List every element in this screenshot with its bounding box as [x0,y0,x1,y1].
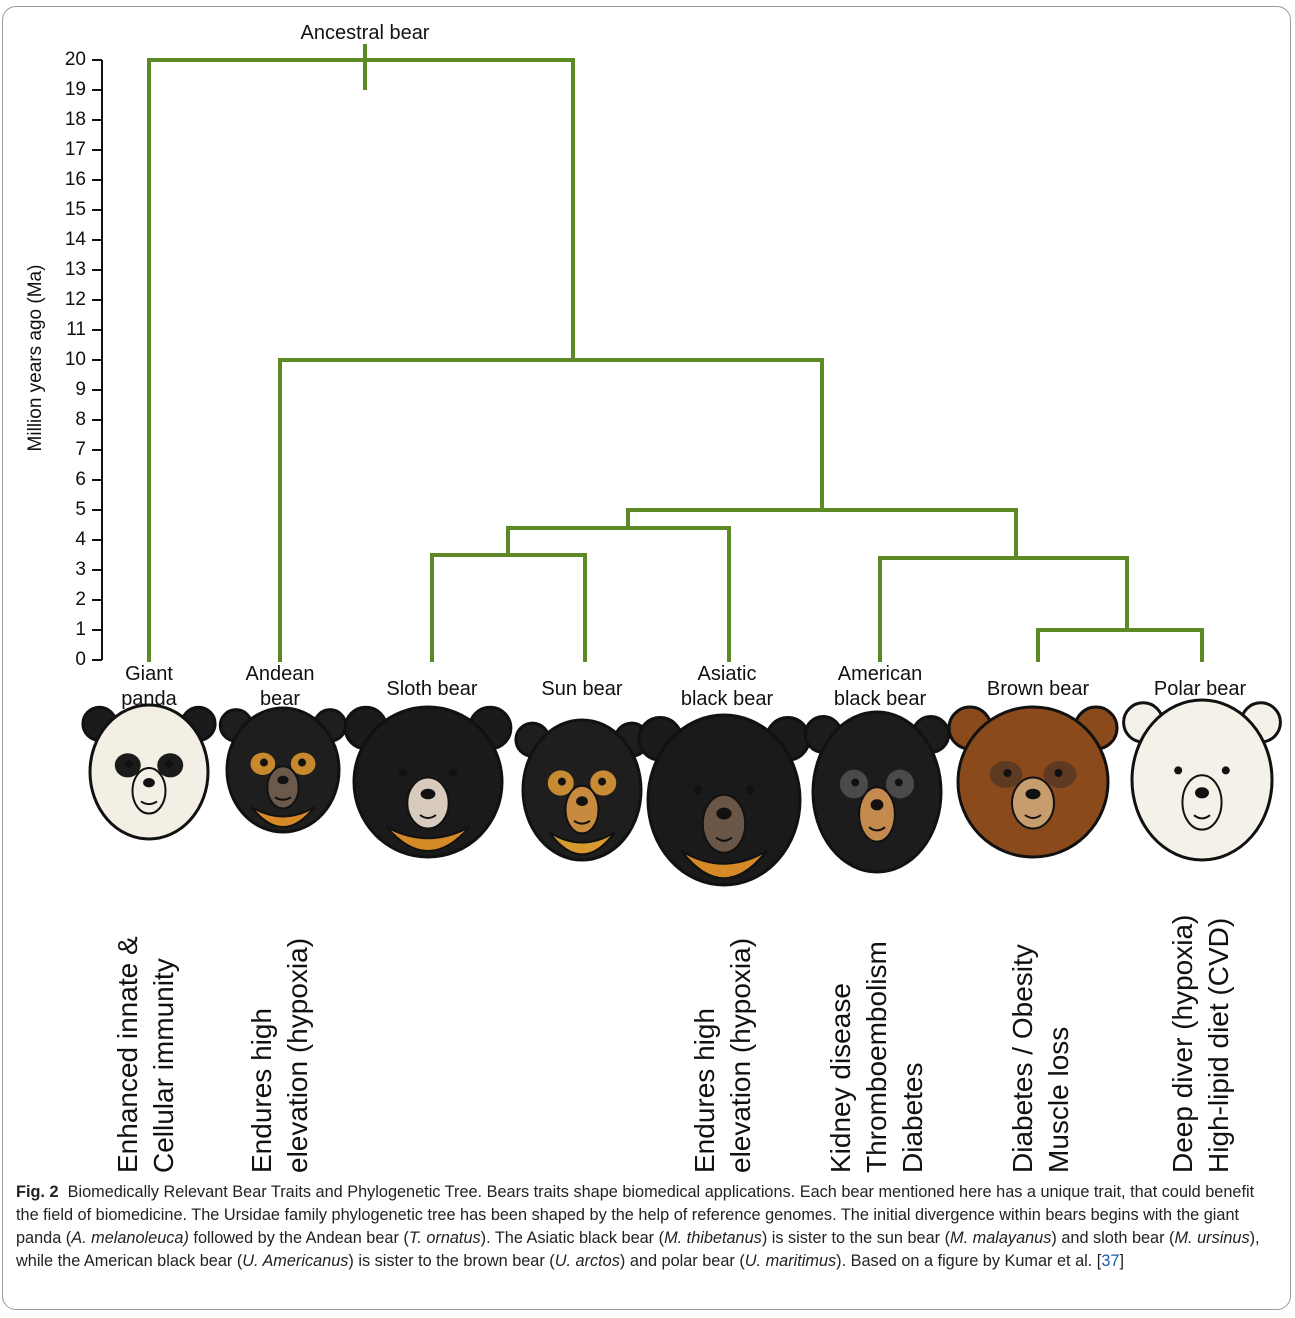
species-name-asiatic-black-bear: Asiatic black bear [680,663,774,710]
y-tick-label: 12 [64,289,86,310]
trait-giant-panda: Enhanced innate & Cellular immunity [112,936,179,1173]
species-name-sun-bear: Sun bear [541,678,623,700]
y-tick-label: 16 [64,169,86,190]
bear-face-brown-bear-icon [947,705,1119,859]
y-tick-label: 14 [64,229,86,250]
bear-face-andean-bear-icon [218,706,348,834]
bear-face-polar-bear-icon [1122,698,1282,862]
y-tick-label: 11 [66,319,86,340]
y-tick-label: 19 [64,79,86,100]
y-tick-label: 17 [64,139,86,160]
species-name-andean-bear: Andean bear [245,663,315,710]
caption-label: Fig. 2 [16,1183,59,1201]
y-tick-label: 4 [75,529,86,550]
y-tick-label: 1 [75,619,86,640]
trait-brown-bear: Diabetes / Obesity Muscle loss [1007,944,1074,1173]
bear-face-sun-bear-icon [514,718,650,862]
y-tick-label: 15 [64,199,86,220]
bear-face-asiatic-black-bear-icon [637,713,811,887]
trait-andean-bear: Endures high elevation (hypoxia) [246,937,313,1173]
caption-title: Biomedically Relevant Bear Traits and Ph… [67,1183,483,1201]
y-tick-label: 5 [75,499,86,520]
species-name-giant-panda: Giant panda [121,663,177,710]
species-name-american-black-bear: American black bear [833,663,927,710]
y-tick-label: 8 [75,409,86,430]
tree-branches [147,44,1204,662]
y-tick-label: 2 [75,589,86,610]
y-tick-label: 7 [75,439,86,460]
reference-link[interactable]: 37 [1101,1252,1120,1270]
trait-american-black-bear: Kidney disease Thromboembolism Diabetes [825,941,928,1173]
bear-face-giant-panda-icon [81,703,217,841]
figure-frame [2,6,1291,1310]
species-name-brown-bear: Brown bear [986,678,1090,700]
trait-asiatic-black-bear: Endures high elevation (hypoxia) [689,937,756,1173]
trait-polar-bear: Deep diver (hypoxia) High-lipid diet (CV… [1167,914,1234,1173]
species-name-polar-bear: Polar bear [1153,678,1247,700]
phylogenetic-tree [81,44,1282,887]
y-tick-label: 0 [75,649,86,670]
y-tick-label: 3 [75,559,86,580]
bear-face-american-black-bear-icon [803,710,951,874]
y-tick-label: 6 [75,469,86,490]
y-axis-ticks [92,59,102,661]
y-tick-label: 9 [75,379,86,400]
figure-caption: Fig. 2 Biomedically Relevant Bear Traits… [16,1183,1260,1270]
bear-illustrations [81,698,1282,887]
y-tick-label: 18 [64,109,86,130]
y-axis-label: Million years ago (Ma) [25,264,46,452]
y-tick-label: 20 [64,49,86,70]
bear-face-sloth-bear-icon [343,705,513,859]
y-tick-label: 10 [64,349,86,370]
species-name-sloth-bear: Sloth bear [386,678,478,700]
root-label: Ancestral bear [300,22,430,44]
y-tick-label: 13 [64,259,86,280]
